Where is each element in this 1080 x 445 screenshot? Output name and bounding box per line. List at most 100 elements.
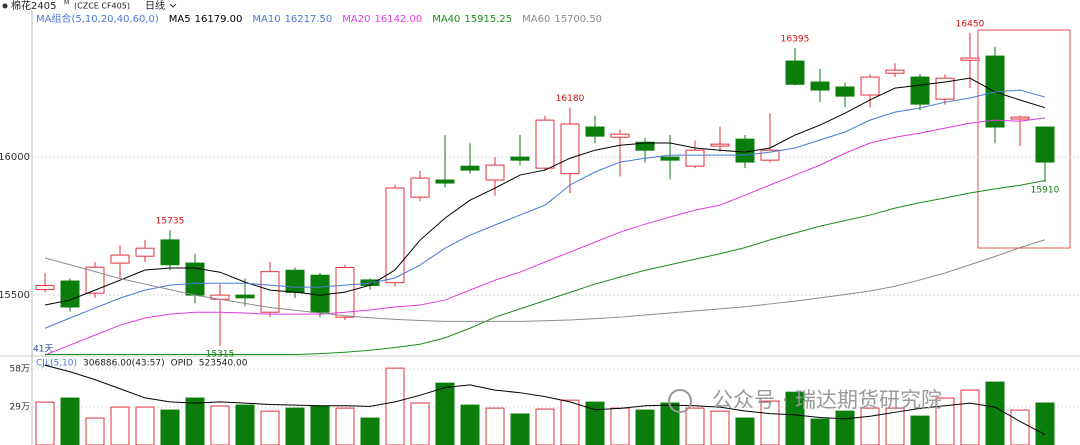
candle-body [960, 57, 980, 61]
volume-bar [585, 401, 605, 445]
volume-bar [685, 407, 705, 445]
high-label: 15735 [156, 217, 185, 227]
period: 日线 [145, 0, 165, 12]
legend-name: MA60 [522, 14, 550, 25]
volume-bar [810, 418, 830, 445]
candle-body [485, 164, 505, 181]
dropdown-icon[interactable] [169, 3, 177, 8]
candle-body [60, 280, 80, 308]
watermark: 公众号 · 瑞达期货研究院 [668, 388, 942, 413]
legend-value: 16217.50 [285, 14, 333, 25]
y-tick-label: 15500 [0, 290, 30, 301]
candle-body [835, 86, 855, 97]
volume-bar [560, 399, 580, 445]
candle-body [660, 156, 680, 161]
candle-body [785, 60, 805, 85]
high-label: 16450 [956, 19, 985, 29]
legend-value: 16179.00 [195, 14, 243, 25]
symbol: 棉花2405 [11, 0, 56, 12]
candle-body [85, 266, 105, 294]
days-label: 41天 [33, 345, 53, 355]
candle-body [35, 284, 55, 291]
candle-body [585, 126, 605, 137]
status-dot [2, 3, 8, 9]
candle-body [260, 271, 280, 313]
y-tick-label: 16000 [0, 152, 30, 163]
volume-bar [185, 397, 205, 445]
candle-body [885, 69, 905, 74]
candle-body [860, 76, 880, 96]
legend-name: MA40 [432, 14, 460, 25]
candle-body [560, 123, 580, 175]
volume-bar [1035, 402, 1055, 445]
candle-body [535, 119, 555, 169]
volume-bar [885, 407, 905, 445]
ma-group-label: MA组合(5,10,20,40,60,0) [36, 12, 159, 25]
volume-bar [85, 417, 105, 445]
high-label: 16395 [781, 35, 810, 45]
volume-bar [660, 402, 680, 445]
volume-bar [285, 407, 305, 445]
volume-bar [110, 406, 130, 445]
candle-body [1010, 116, 1030, 120]
volume-bar [960, 389, 980, 445]
volume-readout: 306886.00(43:57) [83, 359, 165, 369]
candle-body [460, 165, 480, 171]
volume-bar [410, 402, 430, 445]
volume-bar [260, 410, 280, 445]
volume-bar [1010, 409, 1030, 445]
candle-body [310, 274, 330, 313]
candle-body [760, 149, 780, 161]
volume-bar [910, 415, 930, 445]
symbol-suffix: M [64, 0, 69, 7]
volume-bar [310, 405, 330, 445]
legend-name: MA10 [252, 14, 280, 25]
volume-bar [460, 404, 480, 445]
legend-name: MA5 [169, 14, 191, 25]
ma-line [45, 180, 1046, 355]
candle-body [110, 254, 130, 264]
legend-value: 15915.25 [464, 14, 512, 25]
volume-bar [835, 410, 855, 445]
volume-bar [135, 406, 155, 445]
ma-line [44, 89, 1046, 329]
volume-bar [485, 407, 505, 445]
candle-body [510, 156, 530, 161]
opi-value: 523540.00 [199, 359, 248, 369]
candle-body [685, 149, 705, 167]
volume-bar [160, 409, 180, 445]
candle-body [635, 141, 655, 151]
volume-bar [335, 407, 355, 445]
volume-bar [610, 407, 630, 445]
watermark-text: 公众号 · 瑞达期货研究院 [712, 388, 942, 412]
watermark-icon [668, 389, 692, 413]
candle-body [235, 294, 255, 299]
volume-bar [435, 382, 455, 445]
candle-body [810, 81, 830, 91]
legend-value: 15700.50 [554, 14, 602, 25]
legend-value: 16142.00 [374, 14, 422, 25]
volume-bar [535, 408, 555, 445]
candle-body [385, 187, 405, 284]
candle-body [160, 239, 180, 266]
low-label: 15910 [1031, 185, 1060, 195]
ma-line [44, 239, 1046, 322]
volume-bar [985, 381, 1005, 445]
candle-body [1035, 126, 1055, 163]
candle-body [710, 143, 730, 147]
volume-tick-label: 58万 [10, 365, 30, 375]
ma-line [44, 117, 1046, 356]
candle-body [410, 177, 430, 198]
volume-bar [710, 410, 730, 445]
volume-ma-line [44, 364, 1046, 435]
volume-bar [360, 417, 380, 445]
volume-bar [635, 409, 655, 445]
candle-body [610, 133, 630, 138]
high-label: 16180 [556, 94, 585, 104]
volume-bar [60, 397, 80, 445]
volume-bar [510, 413, 530, 445]
opi-label: OPID [171, 359, 193, 369]
